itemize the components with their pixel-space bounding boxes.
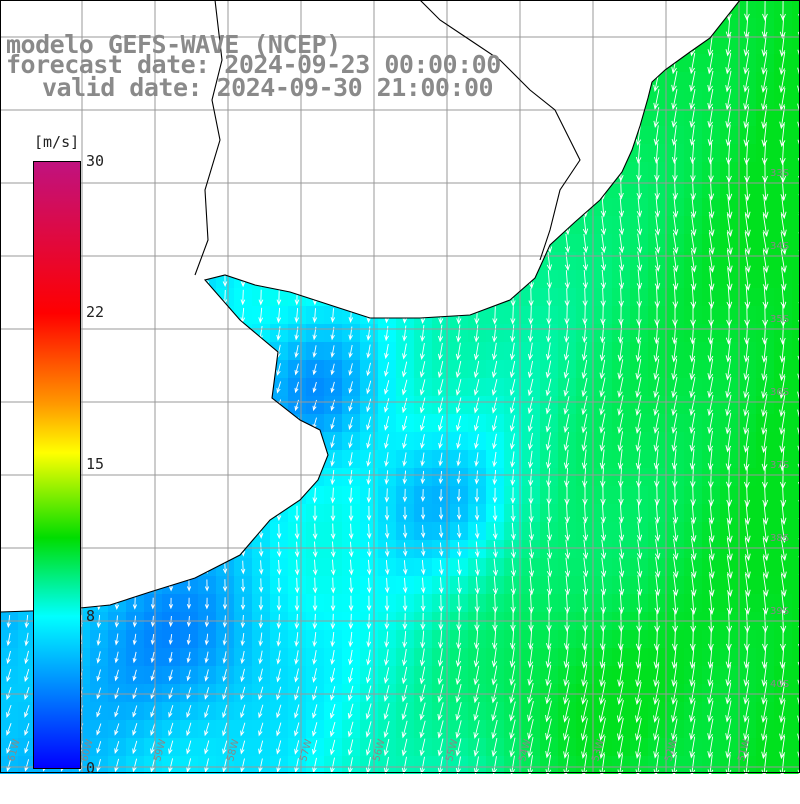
colorbar-unit: [m/s] [34,133,79,151]
colorbar-tick: 8 [86,607,95,625]
wind-cell [792,432,800,450]
latitude-label: 36S [770,387,789,398]
wind-cell [792,558,800,576]
wind-cell [792,396,800,414]
wind-cell [792,414,800,432]
wind-cell [792,738,800,756]
latitude-label: 35S [770,314,789,325]
latitude-label: 34S [770,241,789,252]
wind-cell [792,252,800,270]
wind-cell [792,288,800,306]
wind-cell [792,684,800,702]
colorbar-tick: 30 [86,152,104,170]
colorbar-tick: 15 [86,455,104,473]
latitude-label: 39S [770,606,789,617]
latitude-label: 33S [770,168,789,179]
wind-cell [792,594,800,612]
title-valid-date: valid date: 2024-09-30 21:00:00 [42,75,493,100]
latitude-label: 40S [770,679,789,690]
wind-cell [792,576,800,594]
wind-cell [792,216,800,234]
wind-cell [792,54,800,72]
colorbar-tick: 22 [86,303,104,321]
wind-cell [792,702,800,720]
wind-cell [792,720,800,738]
wind-cell [792,504,800,522]
colorbar [33,161,81,769]
latitude-label: 37S [770,460,789,471]
wind-cell [792,522,800,540]
wind-cell [792,378,800,396]
wind-cell [792,540,800,558]
colorbar-tick: 0 [86,759,95,777]
wind-cell [792,234,800,252]
wind-cell [792,108,800,126]
latitude-label: 38S [770,533,789,544]
wind-cell [792,270,800,288]
wind-cell [792,72,800,90]
wind-cell [792,198,800,216]
wind-cell [792,90,800,108]
wind-cell [792,360,800,378]
